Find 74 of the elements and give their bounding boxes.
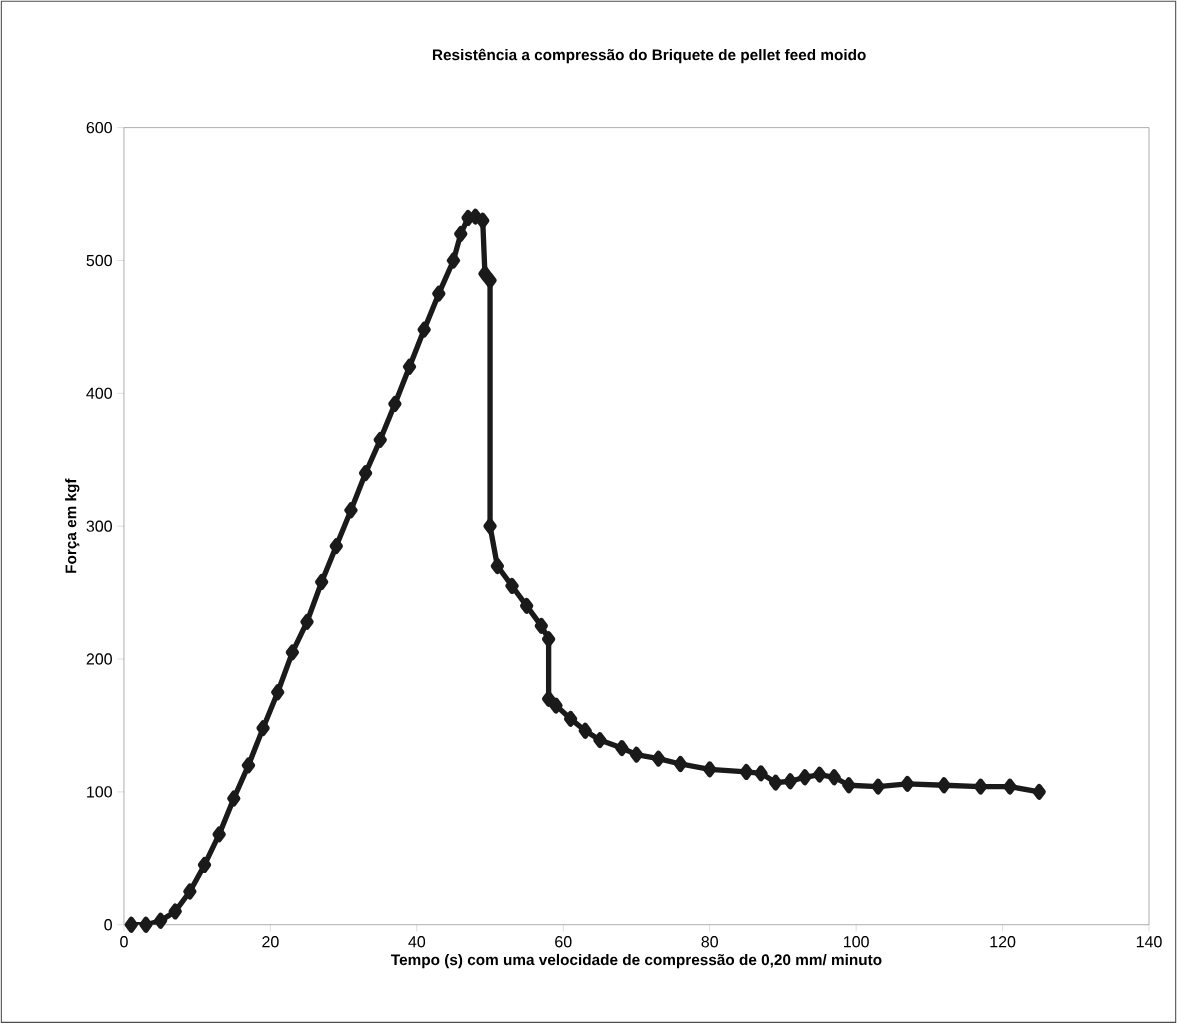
- x-tick-label: 40: [408, 936, 426, 948]
- chart-title: Resistência a compressão do Briquete de pellet feed moido: [432, 48, 866, 64]
- point: [358, 465, 373, 482]
- point: [739, 764, 753, 781]
- point: [476, 212, 490, 229]
- x-tick-label: 80: [701, 936, 718, 948]
- point: [153, 912, 168, 929]
- y-tick-label: 300: [86, 520, 112, 532]
- point: [285, 644, 300, 661]
- point: [417, 321, 431, 338]
- point: [842, 777, 856, 794]
- point: [534, 617, 548, 634]
- point: [541, 631, 556, 648]
- point: [768, 774, 783, 791]
- point: [241, 757, 256, 774]
- point: [520, 598, 534, 615]
- x-tick-label: 140: [1136, 936, 1162, 948]
- point: [490, 558, 505, 575]
- point: [900, 776, 915, 793]
- point: [798, 769, 812, 786]
- y-tick-label: 500: [86, 254, 112, 267]
- point: [563, 710, 578, 727]
- point: [183, 883, 197, 900]
- point: [703, 761, 717, 778]
- point: [937, 777, 951, 794]
- point: [827, 769, 841, 786]
- point: [446, 252, 461, 269]
- point: [454, 226, 468, 243]
- point: [271, 684, 285, 701]
- x-axis-title: Tempo (s) com uma velocidade de compressão de 0,20 mm/ minuto: [391, 954, 882, 969]
- point: [432, 285, 446, 302]
- point: [651, 750, 666, 767]
- y-tick-label: 100: [87, 786, 112, 798]
- point: [373, 431, 387, 448]
- point: [402, 358, 417, 375]
- point: [300, 613, 314, 630]
- point: [593, 732, 607, 749]
- point: [388, 396, 402, 413]
- point: [783, 773, 797, 790]
- y-tick-label: 600: [86, 122, 112, 134]
- y-axis-title: Força em kgf: [65, 478, 80, 573]
- point: [871, 778, 885, 795]
- point: [615, 740, 629, 757]
- point: [168, 903, 182, 920]
- point: [1003, 778, 1017, 795]
- point: [314, 574, 329, 591]
- point: [124, 916, 138, 933]
- point: [344, 502, 358, 519]
- point: [1032, 784, 1046, 801]
- x-tick-label: 0: [120, 936, 128, 948]
- y-tick-label: 200: [86, 653, 112, 665]
- point: [973, 778, 988, 795]
- x-tick-label: 20: [262, 936, 279, 948]
- y-tick-label: 0: [104, 919, 112, 931]
- x-tick-label: 60: [555, 936, 572, 948]
- x-tick-label: 120: [990, 936, 1016, 948]
- point: [227, 790, 241, 807]
- point: [212, 826, 226, 843]
- point: [812, 766, 827, 783]
- x-tick-label: 100: [844, 936, 869, 948]
- point: [541, 691, 556, 708]
- point: [139, 916, 153, 933]
- point: [505, 578, 519, 595]
- point: [483, 272, 497, 289]
- point: [329, 538, 343, 555]
- point: [483, 518, 497, 535]
- point: [549, 697, 563, 714]
- point: [578, 722, 592, 739]
- point: [754, 765, 768, 782]
- point: [629, 746, 644, 763]
- point: [197, 857, 212, 874]
- y-tick-label: 400: [86, 387, 112, 400]
- point: [256, 720, 270, 737]
- point: [673, 756, 688, 773]
